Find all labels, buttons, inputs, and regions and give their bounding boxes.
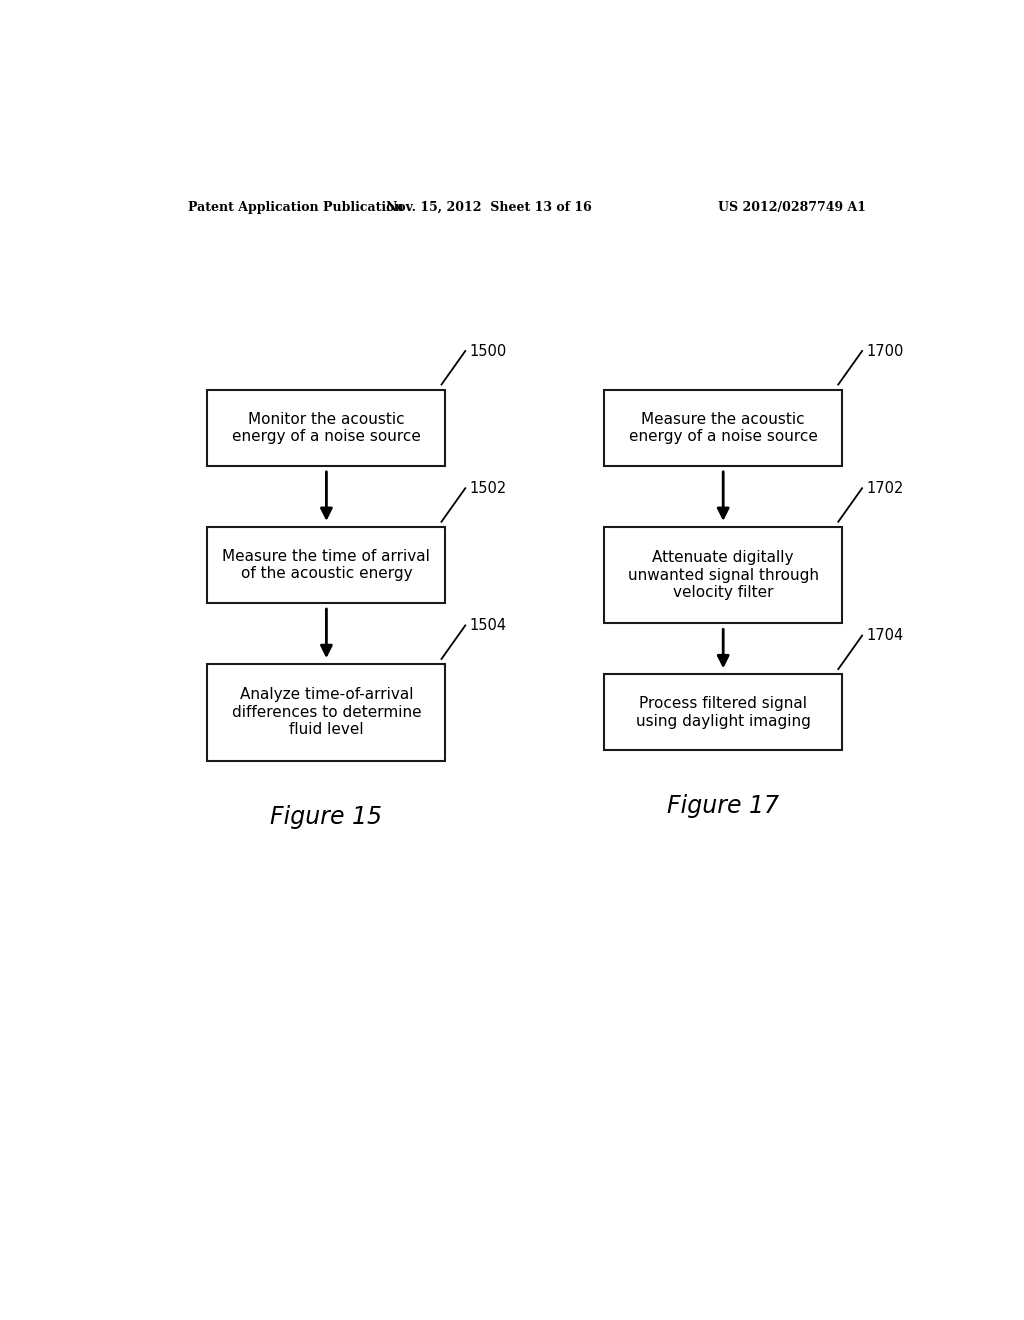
Text: Figure 17: Figure 17 xyxy=(668,795,779,818)
Text: 1500: 1500 xyxy=(469,343,507,359)
Text: Monitor the acoustic
energy of a noise source: Monitor the acoustic energy of a noise s… xyxy=(232,412,421,444)
Text: Nov. 15, 2012  Sheet 13 of 16: Nov. 15, 2012 Sheet 13 of 16 xyxy=(386,201,592,214)
Text: 1504: 1504 xyxy=(469,618,507,632)
Text: 1502: 1502 xyxy=(469,480,507,496)
Text: Figure 15: Figure 15 xyxy=(270,804,382,829)
FancyBboxPatch shape xyxy=(207,389,445,466)
Text: Process filtered signal
using daylight imaging: Process filtered signal using daylight i… xyxy=(636,696,811,729)
FancyBboxPatch shape xyxy=(604,389,842,466)
Text: US 2012/0287749 A1: US 2012/0287749 A1 xyxy=(718,201,866,214)
Text: 1700: 1700 xyxy=(866,343,903,359)
Text: Measure the acoustic
energy of a noise source: Measure the acoustic energy of a noise s… xyxy=(629,412,817,444)
FancyBboxPatch shape xyxy=(207,527,445,603)
FancyBboxPatch shape xyxy=(604,675,842,751)
Text: Patent Application Publication: Patent Application Publication xyxy=(187,201,403,214)
Text: Measure the time of arrival
of the acoustic energy: Measure the time of arrival of the acous… xyxy=(222,549,430,581)
Text: 1702: 1702 xyxy=(866,480,903,496)
Text: Analyze time-of-arrival
differences to determine
fluid level: Analyze time-of-arrival differences to d… xyxy=(231,688,421,738)
Text: 1704: 1704 xyxy=(866,628,903,643)
FancyBboxPatch shape xyxy=(604,527,842,623)
FancyBboxPatch shape xyxy=(207,664,445,760)
Text: Attenuate digitally
unwanted signal through
velocity filter: Attenuate digitally unwanted signal thro… xyxy=(628,550,819,601)
